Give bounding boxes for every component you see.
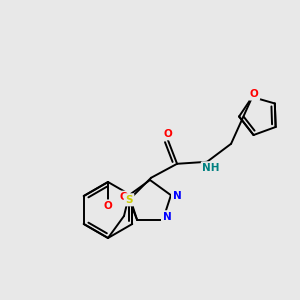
Text: O: O [120, 192, 128, 202]
Text: NH: NH [202, 163, 220, 173]
Text: O: O [103, 201, 112, 211]
Text: N: N [172, 191, 181, 201]
Text: O: O [164, 129, 172, 139]
Text: N: N [163, 212, 171, 222]
Text: O: O [250, 89, 259, 99]
Text: S: S [125, 195, 133, 205]
